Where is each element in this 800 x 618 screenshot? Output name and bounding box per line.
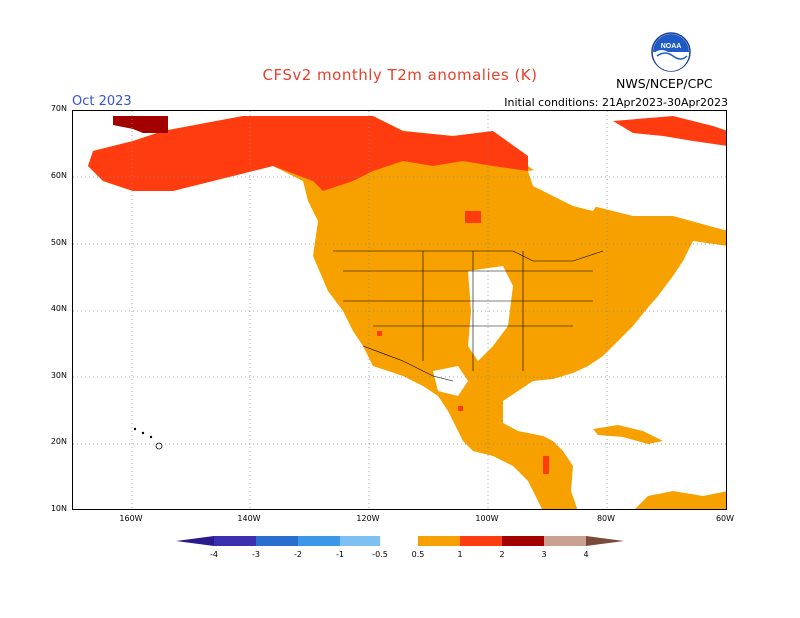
lon-label-120w: 120W (356, 514, 380, 523)
agency-label: NWS/NCEP/CPC (616, 76, 713, 91)
lon-label-80w: 80W (596, 514, 616, 523)
lat-label-50n: 50N (50, 238, 67, 247)
lon-label-140w: 140W (237, 514, 261, 523)
colorbar-tick: -2 (294, 550, 302, 559)
colorbar-tick: -0.5 (372, 550, 388, 559)
lon-label-160w: 160W (119, 514, 143, 523)
forecast-month: Oct 2023 (72, 94, 132, 109)
land-south-america (635, 491, 726, 509)
lat-label-70n: 70N (50, 104, 67, 113)
neutral-patch-arctic (543, 116, 613, 141)
lat-label-40n: 40N (50, 304, 67, 313)
map-title: CFSv2 monthly T2m anomalies (K) (262, 66, 538, 84)
colorbar-tick: 1 (457, 550, 462, 559)
anomaly-spot-1 (377, 331, 382, 336)
colorbar-gt-p4 (586, 536, 624, 546)
colorbar-p05-p1 (418, 536, 460, 546)
noaa-logo-text: NOAA (661, 43, 682, 50)
colorbar-neg3-neg2 (256, 536, 298, 546)
colorbar-neg2-neg1 (298, 536, 340, 546)
colorbar-tick: -3 (252, 550, 260, 559)
colorbar-tick: 4 (583, 550, 588, 559)
land-anomaly-1-2-east (613, 116, 726, 146)
colorbar-neg1-neg05 (340, 536, 380, 546)
initial-conditions: Initial conditions: 21Apr2023-30Apr2023 (504, 96, 728, 109)
map-borders (333, 250, 604, 382)
land-cuba (593, 425, 663, 444)
colorbar-tick: -4 (210, 550, 218, 559)
anomaly-map (72, 110, 727, 510)
anomaly-spot-3 (543, 456, 549, 474)
lat-label-20n: 20N (50, 437, 67, 446)
lat-label-30n: 30N (50, 371, 67, 380)
colorbar-p3-p4 (544, 536, 586, 546)
colorbar-neg4-neg3 (214, 536, 256, 546)
neutral-patch-hudson (528, 166, 603, 211)
colorbar-p2-p3 (502, 536, 544, 546)
colorbar-tick: 3 (541, 550, 546, 559)
neutral-patch-plains (468, 266, 513, 361)
land-anomaly-2-3 (113, 116, 168, 133)
land-anomaly-1-2-north (88, 116, 528, 191)
map-gridlines (73, 111, 726, 509)
colorbar-lt-neg4 (176, 536, 214, 546)
colorbar-legend: -4 -3 -2 -1 -0.5 0.5 1 2 3 4 (176, 536, 624, 559)
colorbar-tick: -1 (336, 550, 344, 559)
lat-label-10n: 10N (50, 504, 67, 513)
land-anomaly-1-2-spot (465, 211, 481, 223)
hawaii-islands (133, 427, 163, 450)
lon-label-100w: 100W (475, 514, 499, 523)
anomaly-spot-2 (458, 406, 463, 411)
noaa-logo: NOAA (651, 32, 691, 72)
lat-label-60n: 60N (50, 171, 67, 180)
colorbar-neutral (380, 536, 418, 546)
colorbar-p1-p2 (460, 536, 502, 546)
neutral-patch-mexico (433, 366, 468, 396)
colorbar-tick: 2 (499, 550, 504, 559)
land-anomaly-0p5-1 (88, 116, 726, 509)
colorbar-tick: 0.5 (412, 550, 425, 559)
lon-label-60w: 60W (715, 514, 735, 523)
